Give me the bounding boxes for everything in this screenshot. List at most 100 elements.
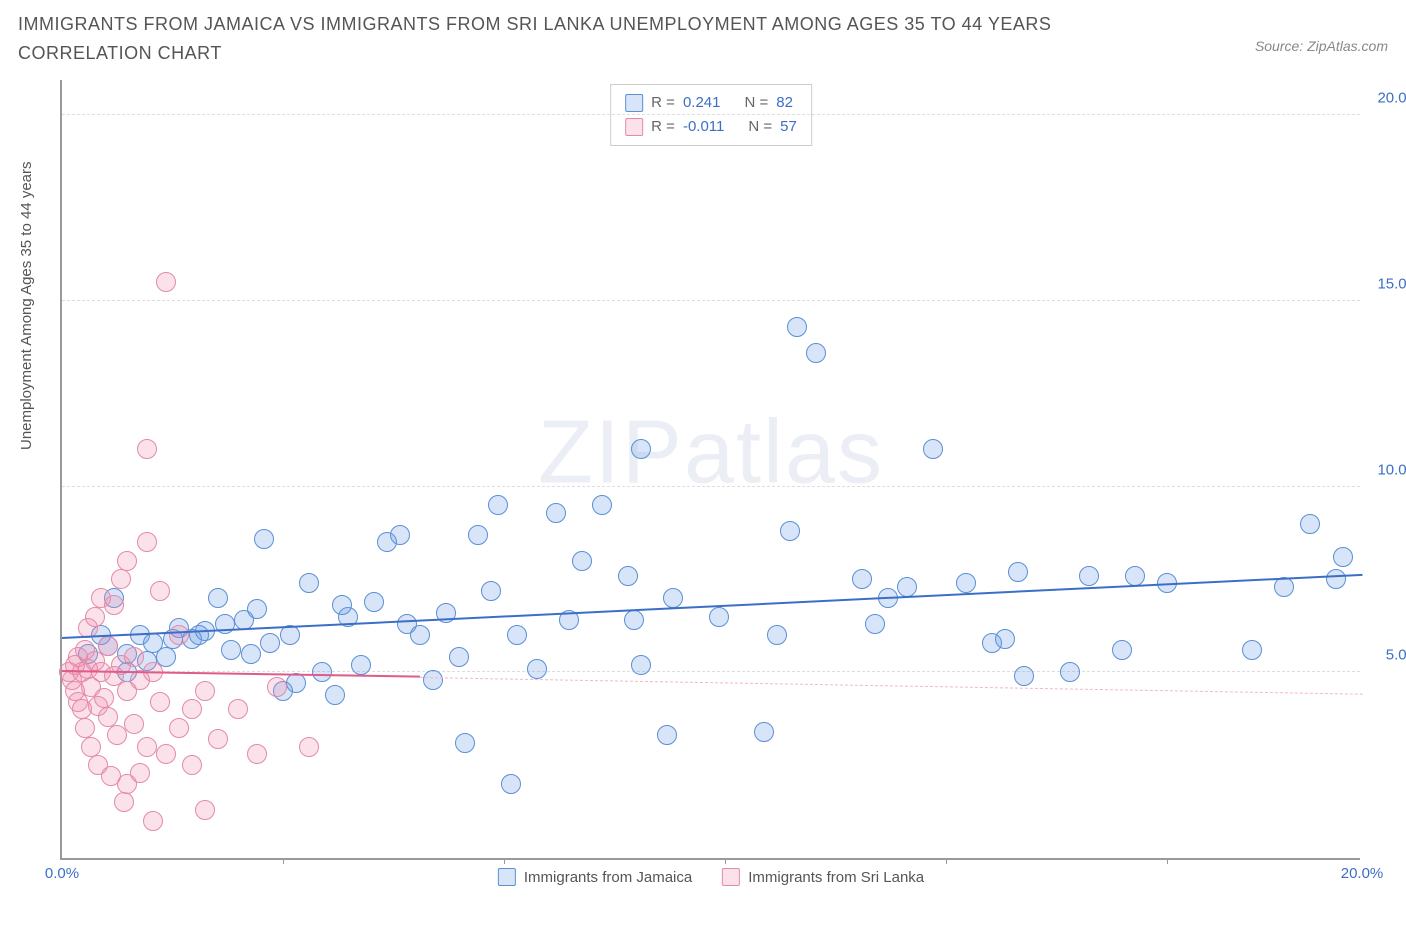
scatter-point bbox=[260, 633, 280, 653]
scatter-point bbox=[1300, 514, 1320, 534]
scatter-point bbox=[182, 755, 202, 775]
scatter-point bbox=[1014, 666, 1034, 686]
stats-row-jamaica: R = 0.241 N = 82 bbox=[625, 91, 797, 115]
scatter-point bbox=[507, 625, 527, 645]
scatter-point bbox=[546, 503, 566, 523]
scatter-point bbox=[286, 673, 306, 693]
legend-swatch-jamaica bbox=[498, 868, 516, 886]
scatter-point bbox=[124, 714, 144, 734]
legend-swatch-srilanka bbox=[722, 868, 740, 886]
x-tick-mark bbox=[1167, 858, 1168, 864]
scatter-point bbox=[111, 569, 131, 589]
x-tick-mark bbox=[283, 858, 284, 864]
scatter-point bbox=[81, 737, 101, 757]
gridline bbox=[62, 114, 1360, 115]
scatter-point bbox=[1112, 640, 1132, 660]
scatter-point bbox=[1079, 566, 1099, 586]
scatter-point bbox=[94, 688, 114, 708]
scatter-point bbox=[787, 317, 807, 337]
scatter-point bbox=[221, 640, 241, 660]
scatter-point bbox=[247, 599, 267, 619]
scatter-point bbox=[852, 569, 872, 589]
scatter-point bbox=[488, 495, 508, 515]
scatter-point bbox=[247, 744, 267, 764]
gridline bbox=[62, 486, 1360, 487]
scatter-point bbox=[455, 733, 475, 753]
scatter-point bbox=[865, 614, 885, 634]
n-label: N = bbox=[748, 115, 772, 139]
n-value-jamaica: 82 bbox=[776, 91, 793, 115]
scatter-point bbox=[98, 707, 118, 727]
scatter-point bbox=[182, 699, 202, 719]
scatter-point bbox=[923, 439, 943, 459]
scatter-point bbox=[806, 343, 826, 363]
scatter-point bbox=[85, 607, 105, 627]
scatter-point bbox=[631, 439, 651, 459]
scatter-point bbox=[143, 811, 163, 831]
gridline bbox=[62, 300, 1360, 301]
scatter-point bbox=[624, 610, 644, 630]
scatter-point bbox=[75, 718, 95, 738]
scatter-point bbox=[501, 774, 521, 794]
scatter-point bbox=[150, 581, 170, 601]
r-value-srilanka: -0.011 bbox=[683, 115, 724, 139]
scatter-point bbox=[332, 595, 352, 615]
scatter-point bbox=[137, 737, 157, 757]
y-tick-label: 15.0% bbox=[1365, 275, 1406, 292]
scatter-point bbox=[631, 655, 651, 675]
scatter-point bbox=[195, 800, 215, 820]
legend-item-jamaica: Immigrants from Jamaica bbox=[498, 868, 692, 886]
scatter-point bbox=[299, 573, 319, 593]
y-tick-label: 10.0% bbox=[1365, 461, 1406, 478]
scatter-point bbox=[228, 699, 248, 719]
trend-line bbox=[419, 677, 1362, 695]
scatter-point bbox=[423, 670, 443, 690]
stats-row-srilanka: R = -0.011 N = 57 bbox=[625, 115, 797, 139]
scatter-point bbox=[117, 551, 137, 571]
scatter-point bbox=[325, 685, 345, 705]
scatter-point bbox=[267, 677, 287, 697]
scatter-point bbox=[390, 525, 410, 545]
r-label: R = bbox=[651, 91, 675, 115]
scatter-point bbox=[1060, 662, 1080, 682]
scatter-point bbox=[897, 577, 917, 597]
scatter-point bbox=[754, 722, 774, 742]
chart-plot-area: ZIPatlas R = 0.241 N = 82 R = -0.011 N =… bbox=[60, 80, 1360, 860]
scatter-point bbox=[114, 792, 134, 812]
x-tick-mark bbox=[504, 858, 505, 864]
legend-item-srilanka: Immigrants from Sri Lanka bbox=[722, 868, 924, 886]
x-tick-mark bbox=[725, 858, 726, 864]
scatter-point bbox=[189, 625, 209, 645]
scatter-point bbox=[663, 588, 683, 608]
scatter-point bbox=[241, 644, 261, 664]
scatter-point bbox=[312, 662, 332, 682]
y-tick-label: 5.0% bbox=[1365, 647, 1406, 664]
legend-label-srilanka: Immigrants from Sri Lanka bbox=[748, 869, 924, 886]
scatter-point bbox=[572, 551, 592, 571]
scatter-point bbox=[254, 529, 274, 549]
scatter-point bbox=[527, 659, 547, 679]
scatter-point bbox=[169, 625, 189, 645]
x-tick-label: 20.0% bbox=[1341, 865, 1384, 882]
scatter-point bbox=[410, 625, 430, 645]
r-label: R = bbox=[651, 115, 675, 139]
n-value-srilanka: 57 bbox=[780, 115, 797, 139]
scatter-point bbox=[195, 681, 215, 701]
scatter-point bbox=[150, 692, 170, 712]
scatter-point bbox=[481, 581, 501, 601]
scatter-point bbox=[657, 725, 677, 745]
scatter-point bbox=[468, 525, 488, 545]
scatter-point bbox=[780, 521, 800, 541]
scatter-point bbox=[137, 439, 157, 459]
scatter-point bbox=[1125, 566, 1145, 586]
scatter-point bbox=[299, 737, 319, 757]
scatter-point bbox=[208, 729, 228, 749]
scatter-point bbox=[156, 272, 176, 292]
chart-title: IMMIGRANTS FROM JAMAICA VS IMMIGRANTS FR… bbox=[18, 10, 1158, 68]
scatter-point bbox=[1242, 640, 1262, 660]
scatter-point bbox=[449, 647, 469, 667]
scatter-point bbox=[169, 718, 189, 738]
scatter-point bbox=[956, 573, 976, 593]
scatter-point bbox=[364, 592, 384, 612]
scatter-point bbox=[1008, 562, 1028, 582]
